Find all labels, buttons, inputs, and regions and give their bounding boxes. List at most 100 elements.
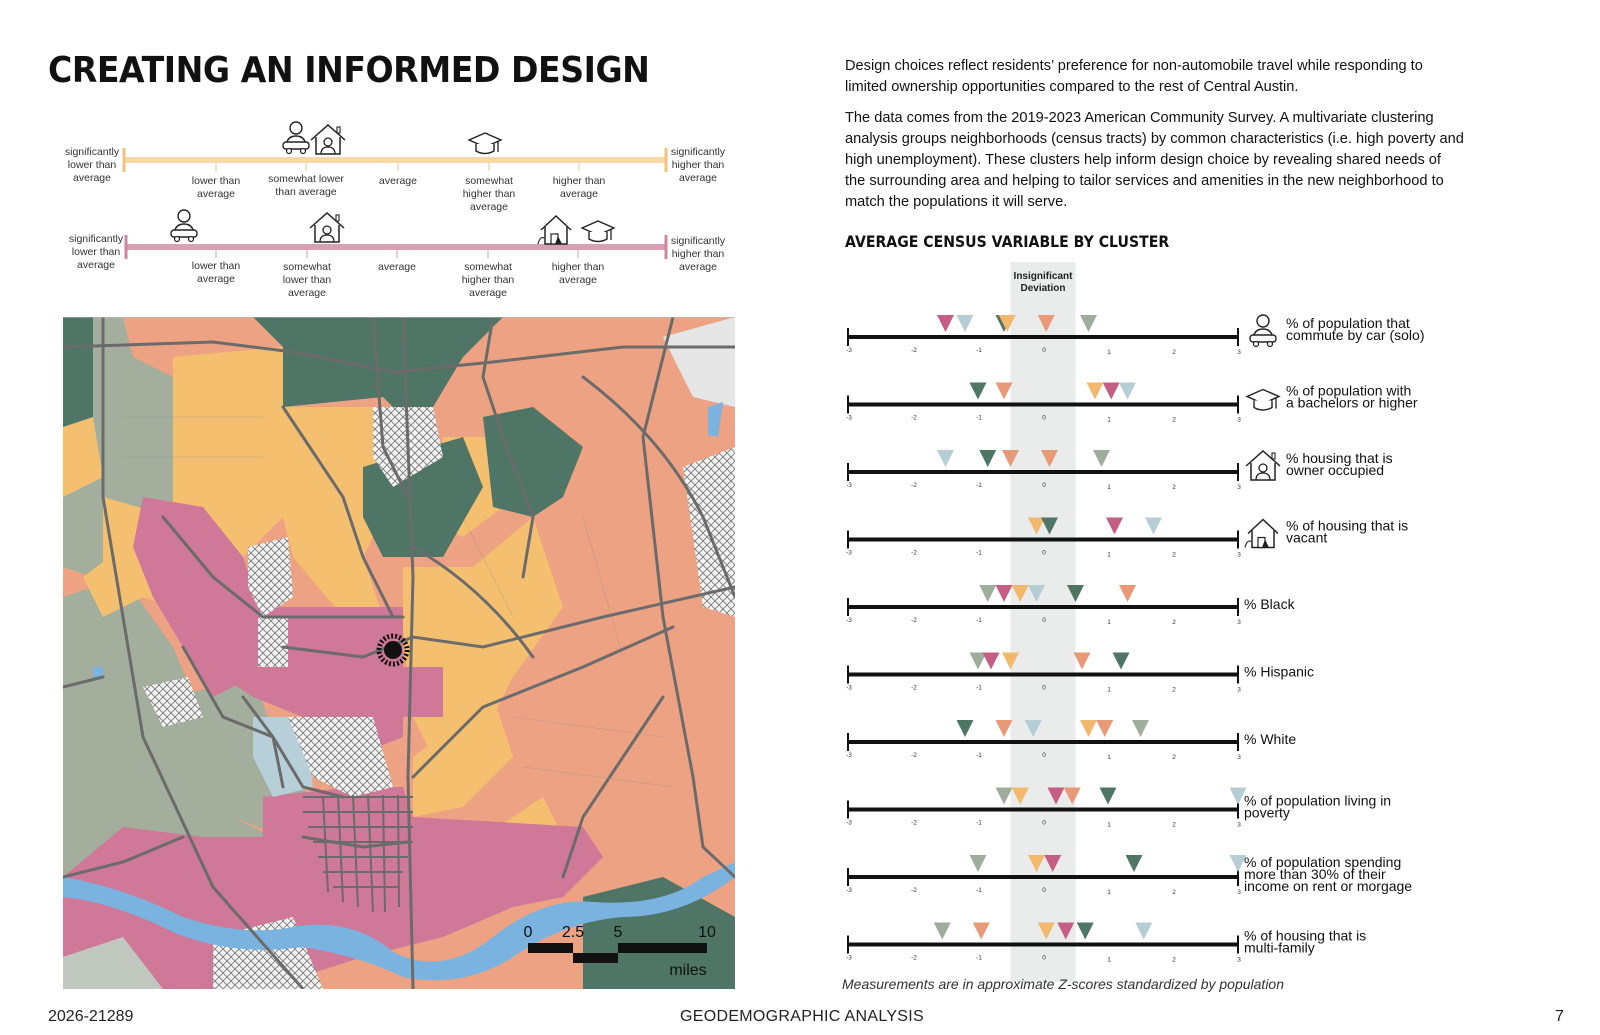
tick-label: -3 (846, 482, 852, 489)
scale-bottom-label-2c: average (288, 287, 326, 299)
scale-bottom-label-2b: lower than (283, 274, 332, 286)
scale-bottom-left-3: average (77, 259, 115, 271)
scale-bottom-label-2a: somewhat (283, 261, 331, 273)
scale-label-5: 5 (614, 924, 623, 941)
tick-label: 0 (1042, 415, 1046, 422)
scale-bottom-label-5b: average (559, 274, 597, 286)
tick-label: -3 (846, 955, 852, 962)
tick-label: 0 (1042, 752, 1046, 759)
cluster-marker (1011, 787, 1029, 805)
scale-top-right-3: average (679, 172, 717, 184)
tick-label: -3 (846, 887, 852, 894)
tick-label: -2 (911, 617, 917, 624)
tick-label: 0 (1042, 550, 1046, 557)
tick-label: 2 (1172, 754, 1176, 761)
scale-top-bar (124, 157, 666, 163)
row-label: % of housing that is (1244, 928, 1366, 944)
row-label: vacant (1286, 530, 1327, 546)
footer-document-id: 2026-21289 (48, 1008, 134, 1025)
graduation-cap-icon (468, 132, 502, 155)
cluster-marker (1002, 652, 1019, 670)
scale-bottom-label-1a: lower than (192, 260, 241, 272)
owner-house-icon (309, 212, 345, 243)
tick-label: 0 (1042, 955, 1046, 962)
tick-label: -3 (846, 550, 852, 557)
cluster-map: 0 2.5 5 10 miles (63, 317, 735, 989)
cluster-marker (995, 585, 1013, 602)
tick-label: -2 (911, 415, 917, 422)
cluster-marker (1229, 787, 1247, 805)
scale-top-label-2a: somewhat lower (268, 173, 344, 185)
scale-top-right-2: higher than (672, 159, 725, 171)
vacant-house-icon (1244, 518, 1279, 549)
cluster-marker (1229, 855, 1247, 872)
tick-label: 1 (1107, 957, 1111, 964)
tick-label: -1 (976, 752, 982, 759)
car-commuter-icon (282, 121, 310, 155)
tick-label: 2 (1172, 349, 1176, 356)
scale-top: significantly lower than average signifi… (65, 121, 726, 213)
tick-label: -2 (911, 347, 917, 354)
tick-label: 3 (1237, 619, 1241, 626)
row-label: % of population that (1286, 315, 1410, 331)
tick-label: -3 (846, 820, 852, 827)
cluster-marker (1047, 787, 1065, 805)
row-label: % of housing that is (1286, 518, 1408, 534)
tick-label: -2 (911, 752, 917, 759)
cluster-marker (1028, 517, 1045, 535)
row-label: income on rent or morgage (1244, 878, 1412, 894)
tick-label: 1 (1107, 484, 1111, 491)
tick-label: 2 (1172, 619, 1176, 626)
tick-label: 0 (1042, 482, 1046, 489)
tick-label: 3 (1237, 957, 1241, 964)
scale-bottom-label-4a: somewhat (464, 261, 512, 273)
tick-label: -1 (976, 685, 982, 692)
tick-label: 3 (1237, 822, 1241, 829)
tick-label: 2 (1172, 889, 1176, 896)
tick-label: 0 (1042, 887, 1046, 894)
row-label: % of population living in (1244, 793, 1391, 809)
cluster-marker (1041, 517, 1058, 535)
tick-label: -3 (846, 752, 852, 759)
scale-bottom-label-4c: average (469, 287, 507, 299)
cluster-marker (995, 720, 1013, 737)
cluster-marker (1041, 450, 1058, 467)
scale-top-label-1b: average (197, 188, 235, 200)
scale-bottom-label-5a: higher than (552, 261, 605, 273)
cluster-marker (1145, 517, 1162, 535)
chart-title: AVERAGE CENSUS VARIABLE BY CLUSTER (845, 232, 1170, 251)
row-label: % White (1244, 731, 1296, 747)
cluster-marker (982, 652, 1000, 670)
row-label: a bachelors or higher (1286, 395, 1418, 411)
footer-section-title: GEODEMOGRAPHIC ANALYSIS (680, 1008, 924, 1025)
cluster-marker (1096, 720, 1114, 737)
scale-label-2-5: 2.5 (562, 924, 584, 941)
tick-label: 2 (1172, 822, 1176, 829)
cluster-marker (1063, 787, 1081, 805)
tick-label: -2 (911, 955, 917, 962)
cluster-marker (1073, 652, 1091, 670)
cluster-marker (995, 382, 1013, 400)
scale-top-label-1a: lower than (192, 175, 241, 187)
tick-label: 1 (1107, 889, 1111, 896)
car-commuter-icon (1249, 314, 1277, 348)
scale-top-label-4c: average (470, 201, 508, 213)
tick-label: -1 (976, 347, 982, 354)
cluster-marker (1037, 315, 1055, 332)
tick-label: 1 (1107, 349, 1111, 356)
tick-label: 2 (1172, 957, 1176, 964)
tick-label: -3 (846, 685, 852, 692)
scale-bottom-left-1: significantly (69, 233, 124, 245)
tick-label: 2 (1172, 484, 1176, 491)
cluster-scale-legend: significantly lower than average signifi… (65, 121, 726, 299)
cluster-marker (979, 585, 997, 602)
map-region-sage (63, 577, 273, 877)
tick-label: 0 (1042, 685, 1046, 692)
cluster-marker (1080, 315, 1097, 332)
tick-label: 3 (1237, 417, 1241, 424)
row-label: multi-family (1244, 940, 1315, 956)
tick-label: 1 (1107, 754, 1111, 761)
cluster-marker (937, 315, 954, 332)
car-commuter-icon (170, 209, 198, 243)
intro-paragraph-2: The data comes from the 2019-2023 Americ… (845, 110, 1464, 210)
